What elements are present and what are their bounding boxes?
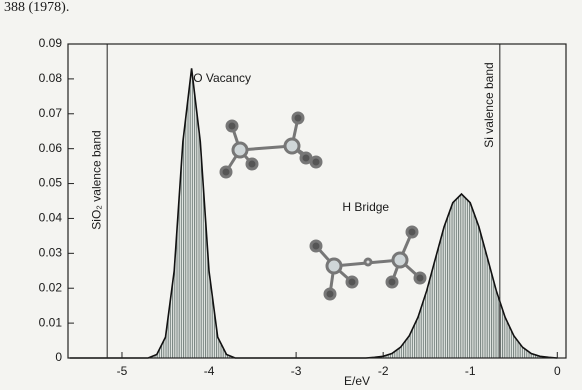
y-tick-label: 0.08	[39, 71, 63, 85]
y-tick-label: 0.03	[39, 246, 63, 260]
o-vacancy-molecule	[221, 113, 321, 177]
x-tick-label: -5	[117, 364, 128, 378]
page-fragment: 388 (1978).	[4, 0, 69, 15]
y-tick-label: 0.04	[39, 211, 63, 225]
x-tick-label: -4	[204, 364, 215, 378]
x-tick-label: -2	[378, 364, 389, 378]
y-tick-label: 0.07	[39, 106, 63, 120]
x-tick-label: 0	[554, 364, 561, 378]
y-tick-label: 0.05	[39, 176, 63, 190]
y-tick-label: 0.09	[39, 36, 63, 50]
x-tick-label: -3	[291, 364, 302, 378]
plot-area: 0 0.01 0.02 0.03 0.04 0.05 0.06 0.07 0.08 0.09 -5 -…	[39, 36, 566, 388]
y-tick-label: 0.02	[39, 280, 63, 294]
annotation: O Vacancy	[193, 71, 251, 85]
band-edge-label: Si valence band	[482, 62, 496, 147]
x-axis-label: E/eV	[344, 374, 370, 388]
y-tick-label: 0.01	[39, 315, 63, 329]
band-edge-label: SiO₂ valence band	[89, 130, 103, 229]
page: 388 (1978). 0 0.01 0.02 0.03 0.04 0.05 0.06 0.0…	[0, 0, 582, 390]
y-tick-label: 0.06	[39, 141, 63, 155]
y-tick-label: 0	[55, 350, 62, 364]
h-bridge-molecule	[311, 227, 425, 299]
chart: 388 (1978). 0 0.01 0.02 0.03 0.04 0.05 0.06 0.0…	[0, 0, 582, 390]
annotation: H Bridge	[342, 200, 389, 214]
x-tick-label: -1	[465, 364, 476, 378]
